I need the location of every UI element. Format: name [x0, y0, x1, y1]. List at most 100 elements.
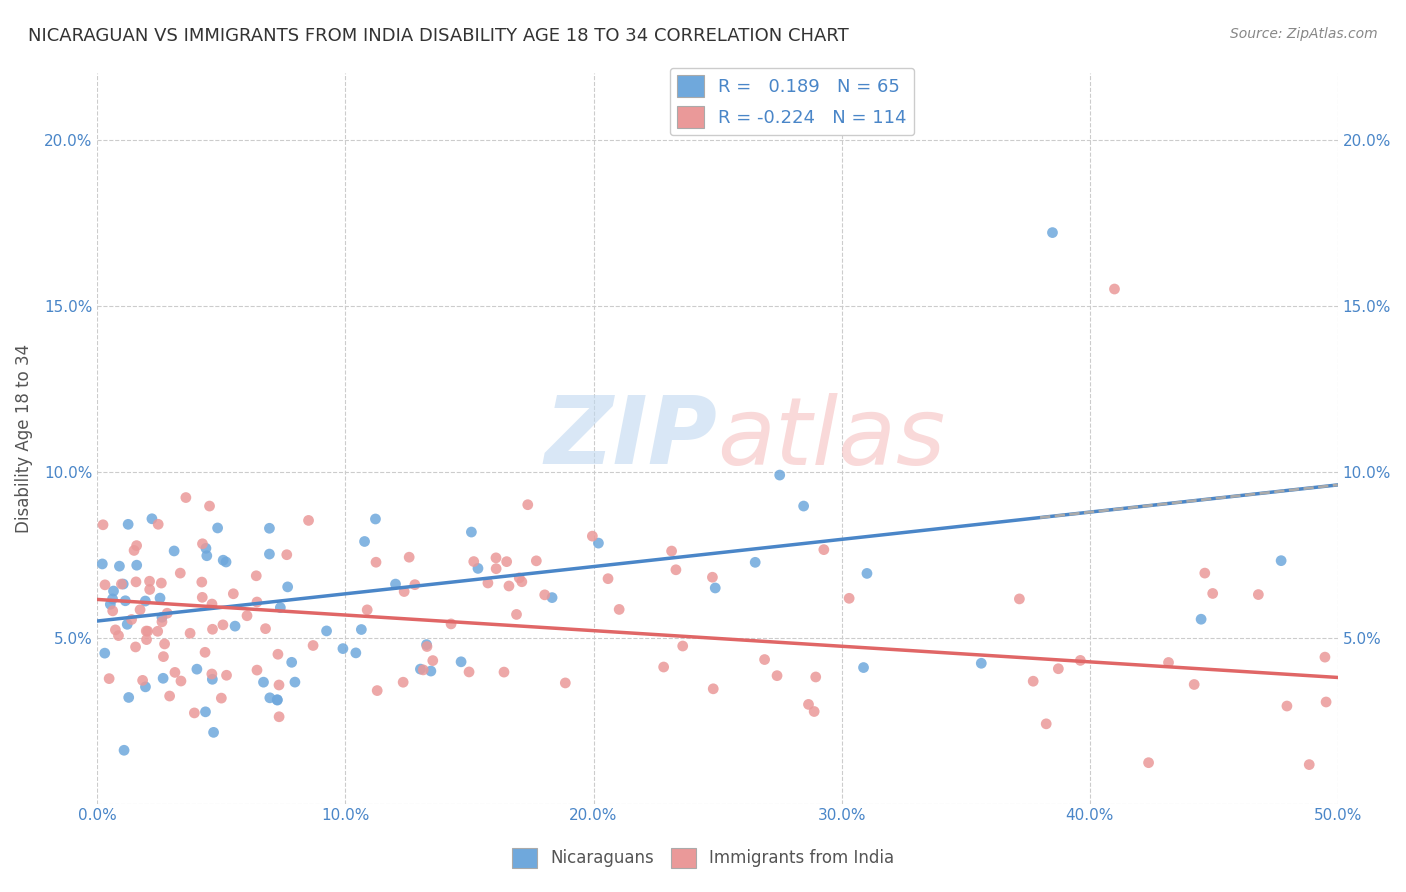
Point [215, 668, 238, 682]
Text: atlas: atlas [717, 392, 946, 484]
Point [129, 603, 152, 617]
Point [284, 675, 307, 690]
Point [191, 575, 214, 590]
Point [477, 576, 499, 591]
Point [1182, 677, 1205, 691]
Point [159, 689, 181, 703]
Point [222, 587, 245, 601]
Point [1247, 588, 1270, 602]
Point [117, 517, 139, 532]
Point [463, 555, 485, 569]
Text: Source: ZipAtlas.com: Source: ZipAtlas.com [1230, 27, 1378, 41]
Point [838, 591, 860, 606]
Point [94, 578, 117, 592]
Point [554, 676, 576, 690]
Point [364, 555, 387, 569]
Point [793, 499, 815, 513]
Point [259, 547, 281, 561]
Point [98, 597, 121, 611]
Text: ZIP: ZIP [544, 392, 717, 484]
Point [524, 554, 547, 568]
Point [245, 568, 267, 582]
Point [114, 594, 136, 608]
Point [672, 639, 695, 653]
Point [174, 491, 197, 505]
Point [150, 615, 173, 629]
Point [1194, 566, 1216, 580]
Y-axis label: Disability Age 18 to 34: Disability Age 18 to 34 [15, 343, 32, 533]
Point [138, 574, 160, 589]
Point [194, 645, 217, 659]
Point [269, 600, 291, 615]
Point [112, 577, 135, 591]
Point [392, 584, 415, 599]
Point [398, 550, 420, 565]
Point [702, 570, 724, 584]
Point [458, 665, 481, 679]
Point [970, 657, 993, 671]
Point [115, 617, 138, 632]
Point [704, 581, 727, 595]
Point [201, 622, 224, 636]
Point [138, 582, 160, 597]
Point [212, 618, 235, 632]
Point [384, 577, 406, 591]
Legend: R =   0.189   N = 65, R = -0.224   N = 114: R = 0.189 N = 65, R = -0.224 N = 114 [669, 68, 914, 136]
Point [101, 591, 124, 606]
Point [404, 577, 426, 591]
Point [150, 610, 173, 624]
Point [110, 577, 132, 591]
Point [152, 649, 174, 664]
Point [1008, 591, 1031, 606]
Point [769, 468, 792, 483]
Point [1047, 662, 1070, 676]
Point [1270, 554, 1292, 568]
Point [364, 512, 387, 526]
Point [297, 513, 319, 527]
Point [103, 584, 125, 599]
Point [467, 561, 489, 575]
Point [156, 606, 179, 620]
Point [813, 542, 835, 557]
Point [198, 499, 221, 513]
Point [91, 557, 114, 571]
Point [1104, 282, 1126, 296]
Point [269, 710, 291, 724]
Point [179, 626, 201, 640]
Point [191, 591, 214, 605]
Point [246, 663, 269, 677]
Point [134, 680, 156, 694]
Point [131, 673, 153, 688]
Point [254, 622, 277, 636]
Text: NICARAGUAN VS IMMIGRANTS FROM INDIA DISABILITY AGE 18 TO 34 CORRELATION CHART: NICARAGUAN VS IMMIGRANTS FROM INDIA DISA… [28, 27, 849, 45]
Point [541, 591, 564, 605]
Point [252, 675, 274, 690]
Point [1275, 699, 1298, 714]
Point [332, 641, 354, 656]
Point [344, 646, 367, 660]
Point [266, 692, 288, 706]
Point [797, 698, 820, 712]
Point [280, 656, 302, 670]
Point [201, 673, 224, 687]
Point [135, 632, 157, 647]
Point [588, 536, 610, 550]
Point [596, 572, 619, 586]
Point [202, 725, 225, 739]
Point [1157, 656, 1180, 670]
Point [766, 668, 789, 682]
Point [460, 524, 482, 539]
Point [419, 664, 441, 678]
Point [315, 624, 337, 638]
Point [194, 541, 217, 556]
Point [98, 672, 121, 686]
Point [1189, 612, 1212, 626]
Point [1298, 757, 1320, 772]
Point [498, 579, 520, 593]
Point [152, 671, 174, 685]
Point [1042, 226, 1064, 240]
Point [150, 576, 173, 591]
Point [108, 559, 131, 574]
Point [212, 553, 235, 567]
Point [353, 534, 375, 549]
